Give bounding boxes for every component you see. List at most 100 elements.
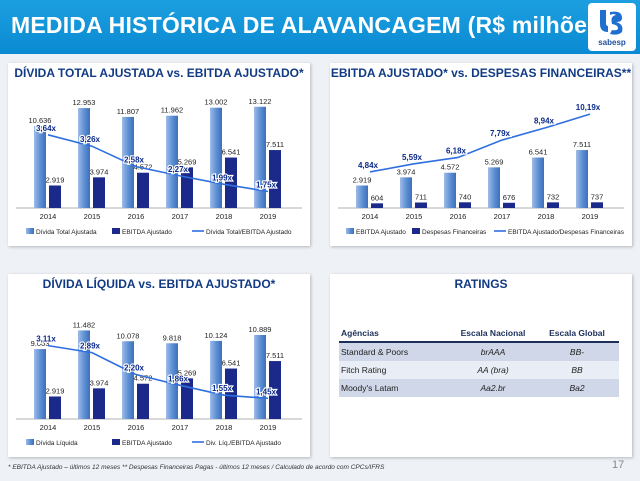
tick-label: 2018 <box>216 423 233 432</box>
chart1-title: DÍVIDA TOTAL AJUSTADA vs. EBITDA AJUSTAD… <box>14 66 304 80</box>
tick-label: 2019 <box>260 423 277 432</box>
bar-label: 11.482 <box>73 320 95 329</box>
header-escala-nacional: Escala Nacional <box>451 325 535 343</box>
page-number: 17 <box>612 459 625 471</box>
tick-label: 2017 <box>172 423 189 432</box>
bar-label: 4.572 <box>134 163 153 172</box>
ratio-label: 6,18x <box>446 146 467 155</box>
ratio-label: 2,89x <box>80 342 101 351</box>
bar-0-a <box>210 107 222 208</box>
bar-1-a <box>356 185 368 208</box>
ratio-label: 5,59x <box>402 153 423 162</box>
tick-label: 2017 <box>494 212 511 221</box>
bar-1-a <box>532 157 544 208</box>
bar-2-a <box>166 343 178 419</box>
bar-label: 732 <box>547 192 560 201</box>
bar-2-b <box>93 388 105 419</box>
legend-swatch <box>346 228 354 234</box>
ratio-line <box>47 134 269 193</box>
bar-label: 6.541 <box>529 148 548 157</box>
bar-label: 604 <box>371 193 384 202</box>
header-agencias: Agências <box>339 325 451 343</box>
bar-label: 6.541 <box>222 359 241 368</box>
bar-label: 3.974 <box>397 167 416 176</box>
bar-label: 676 <box>503 193 516 202</box>
chart2-title: EBITDA AJUSTADO* vs. DESPESAS FINANCEIRA… <box>330 66 632 80</box>
bar-label: 4.572 <box>441 163 460 172</box>
agency-name: Moody's Latam <box>339 379 451 397</box>
agency-name: Standard & Poors <box>339 342 451 361</box>
legend-swatch <box>412 228 420 234</box>
bar-1-a <box>444 172 456 208</box>
tick-label: 2016 <box>450 212 467 221</box>
ratings-row: Moody's Latam Aa2.br Ba2 <box>339 379 619 397</box>
bar-0-a <box>166 115 178 208</box>
legend-label: Dívida Líquida <box>36 440 78 447</box>
chart-ebitda-despesas: 2.919 604 2014 3.974 711 2015 4.572 740 2016 5.26… <box>338 102 625 236</box>
bar-label: 4.572 <box>134 374 153 383</box>
bar-label: 737 <box>591 192 604 201</box>
legend-swatch <box>26 228 34 234</box>
bar-1-b <box>459 202 471 208</box>
bar-label: 11.962 <box>161 106 183 115</box>
bar-1-b <box>371 203 383 208</box>
ratio-line <box>369 113 591 173</box>
ratio-line <box>47 344 269 400</box>
legend-swatch <box>112 439 120 445</box>
bar-1-a <box>576 150 588 208</box>
national-rating: brAAA <box>451 342 535 361</box>
bar-2-a <box>254 334 266 419</box>
tick-label: 2019 <box>260 212 277 221</box>
bar-label: 6.541 <box>222 148 241 157</box>
bar-label: 13.122 <box>249 97 272 106</box>
bar-label: 2.919 <box>46 175 65 184</box>
tick-label: 2015 <box>84 212 101 221</box>
global-rating: Ba2 <box>535 379 619 397</box>
bar-0-b <box>137 172 149 208</box>
tick-label: 2016 <box>128 423 145 432</box>
legend-label: EBITDA Ajustado <box>122 440 172 447</box>
ratio-label: 3,26x <box>80 135 101 144</box>
legend-swatch <box>112 228 120 234</box>
bar-label: 12.953 <box>73 98 96 107</box>
legend-swatch <box>26 439 34 445</box>
legend-label: Despesas Financeiras <box>422 229 487 236</box>
sabesp-logo-icon <box>600 10 623 35</box>
global-rating: BB- <box>535 342 619 361</box>
bar-label: 10.078 <box>117 331 140 340</box>
bar-label: 5.269 <box>178 157 197 166</box>
bar-label: 7.511 <box>573 140 591 149</box>
header-escala-global: Escala Global <box>535 325 619 343</box>
bar-label: 2.919 <box>353 175 372 184</box>
ratings-row: Standard & Poors brAAA BB- <box>339 342 619 361</box>
bar-label: 10.124 <box>205 331 228 340</box>
ratio-label: 3,11x <box>36 335 56 344</box>
chart-divida-total: 10.636 2.919 2014 12.953 3.974 2015 11.807 4.57… <box>16 97 302 236</box>
tick-label: 2018 <box>216 212 233 221</box>
ratings-header-row: Agências Escala Nacional Escala Global <box>339 325 619 343</box>
bar-label: 7.511 <box>266 351 284 360</box>
legend-label: Div. Líq./EBITDA Ajustado <box>206 440 281 447</box>
page-title: MEDIDA HISTÓRICA DE ALAVANCAGEM (R$ milh… <box>11 12 609 38</box>
bar-label: 9.818 <box>163 333 182 342</box>
ratio-label: 7,79x <box>490 129 511 138</box>
ratings-table: Agências Escala Nacional Escala Global S… <box>339 325 619 397</box>
tick-label: 2014 <box>362 212 379 221</box>
bar-label: 7.511 <box>266 140 284 149</box>
bar-2-b <box>225 368 237 419</box>
ratings-row: Fitch Rating AA (bra) BB <box>339 361 619 379</box>
agency-name: Fitch Rating <box>339 361 451 379</box>
bar-2-a <box>122 341 134 419</box>
tick-label: 2016 <box>128 212 145 221</box>
ratings-title: RATINGS <box>454 277 508 291</box>
legend-label: Dívida Total/EBITDA Ajustado <box>206 229 292 236</box>
header-banner: MEDIDA HISTÓRICA DE ALAVANCAGEM (R$ milh… <box>0 0 640 54</box>
ratio-label: 8,94x <box>534 117 555 126</box>
bar-label: 3.974 <box>90 167 109 176</box>
bar-label: 11.807 <box>117 107 139 116</box>
ratio-label: 1,86x <box>168 374 189 383</box>
bar-2-b <box>269 361 281 419</box>
tick-label: 2014 <box>40 423 57 432</box>
tick-label: 2015 <box>406 212 423 221</box>
bar-0-b <box>269 150 281 208</box>
